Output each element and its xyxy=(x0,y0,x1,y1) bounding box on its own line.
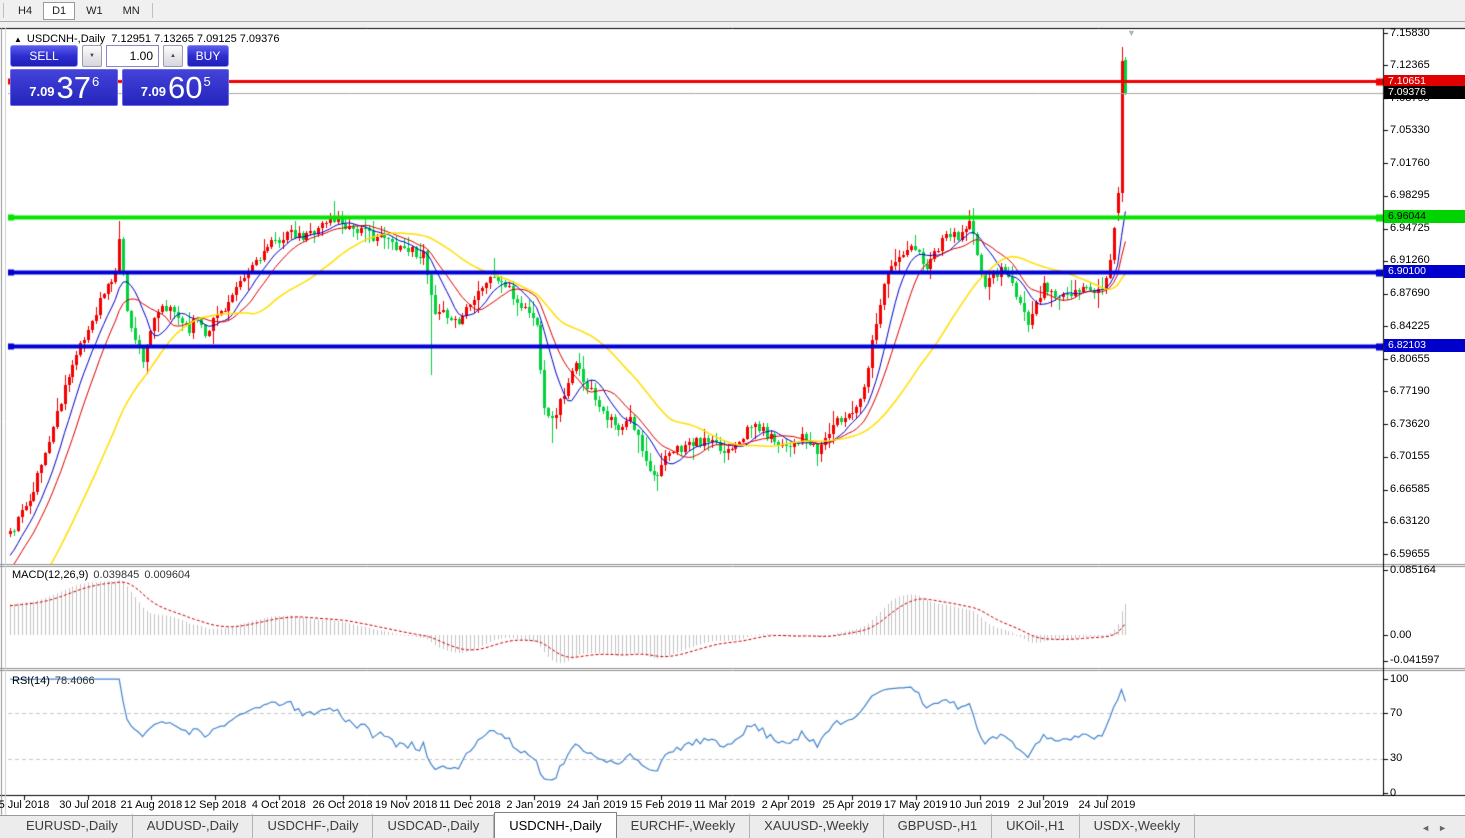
chart-tab[interactable]: UKOil-,H1 xyxy=(992,814,1080,838)
collapse-triangle-icon: ▲ xyxy=(14,35,22,44)
sell-button[interactable]: SELL xyxy=(10,45,78,67)
chart-tab[interactable]: AUDUSD-,Daily xyxy=(133,814,254,838)
timeframe-buttons: H4 D1 W1 MN xyxy=(7,1,149,20)
date-axis-label: 25 Apr 2019 xyxy=(822,799,882,811)
chart-tab[interactable]: USDCHF-,Daily xyxy=(253,814,374,838)
volume-increase-button[interactable]: ▲ xyxy=(163,45,183,67)
volume-input[interactable] xyxy=(106,45,159,67)
timeframe-button[interactable]: MN xyxy=(122,4,140,17)
price-axis-label: 7.12365 xyxy=(1390,58,1430,71)
date-axis-label: 17 May 2019 xyxy=(883,799,948,811)
date-axis-label: 19 Nov 2018 xyxy=(374,799,438,811)
price-level-badge: 6.96044 xyxy=(1384,210,1465,223)
macd-name: MACD(12,26,9) xyxy=(12,569,89,581)
rsi-pane-label: RSI(14) 78.4066 xyxy=(12,675,95,687)
price-axis-label: 6.91260 xyxy=(1390,254,1430,267)
price-axis-label: 6.77190 xyxy=(1390,384,1430,397)
timeframe-button[interactable]: D1 xyxy=(43,1,76,20)
chart-shift-marker-icon: ▼ xyxy=(1127,28,1136,38)
price-axis-label: 6.73620 xyxy=(1390,417,1430,430)
trade-panel-prices: 7.09 37 6 7.09 60 5 xyxy=(10,69,229,106)
price-axis-label: 6.80655 xyxy=(1390,352,1430,365)
price-level-badge: 6.82103 xyxy=(1384,339,1465,353)
date-axis-label: 2 Apr 2019 xyxy=(761,799,815,811)
chart-title-symbol: USDCNH-,Daily xyxy=(26,33,106,45)
date-axis-label: 21 Aug 2018 xyxy=(120,799,183,811)
date-axis-label: 26 Oct 2018 xyxy=(312,799,373,811)
chart-tab[interactable]: EURUSD-,Daily xyxy=(12,814,133,838)
macd-main-value: 0.039845 xyxy=(93,569,140,581)
buy-price-box[interactable]: 7.09 60 5 xyxy=(121,69,229,106)
oscillator-axis-label: 0.00 xyxy=(1390,628,1412,641)
rsi-name: RSI(14) xyxy=(12,675,50,687)
chart-tab[interactable]: XAUUSD-,Weekly xyxy=(750,814,884,838)
tab-scroll-left-icon[interactable]: ◄ xyxy=(1421,823,1439,833)
price-axis-label: 6.70155 xyxy=(1390,450,1430,463)
macd-signal-value: 0.009604 xyxy=(144,569,191,581)
date-axis-label: 24 Jan 2019 xyxy=(567,799,628,811)
chart-title: ▲ USDCNH-,Daily 7.12951 7.13265 7.09125 7… xyxy=(14,33,280,45)
oscillator-axis-label: 0 xyxy=(1390,786,1397,799)
price-axis-label: 6.87690 xyxy=(1390,287,1430,300)
toolbar-separator xyxy=(3,3,4,18)
date-axis-label: 11 Mar 2019 xyxy=(694,799,756,811)
date-axis-label: 30 Jul 2018 xyxy=(59,799,117,811)
chart-title-ohlc: 7.12951 7.13265 7.09125 7.09376 xyxy=(111,33,280,45)
oscillator-axis-label: 70 xyxy=(1390,706,1403,719)
price-level-badge: 7.09376 xyxy=(1384,86,1465,100)
date-axis-label: 5 Jul 2018 xyxy=(0,799,50,811)
date-axis-label: 2 Jan 2019 xyxy=(506,799,561,811)
chart-tab[interactable]: GBPUSD-,H1 xyxy=(884,814,993,838)
price-axis-label: 6.59655 xyxy=(1390,547,1430,560)
price-axis-label: 7.05330 xyxy=(1390,123,1430,136)
oscillator-axis-label: 100 xyxy=(1390,672,1409,685)
oscillator-axis-label: 30 xyxy=(1390,752,1403,765)
chart-tab[interactable]: USDCAD-,Daily xyxy=(373,814,495,838)
date-axis-label: 4 Oct 2018 xyxy=(251,799,306,811)
timeframe-toolbar: H4 D1 W1 MN xyxy=(0,0,1465,22)
chart-tab-bar: EURUSD-,Daily AUDUSD-,Daily USDCHF-,Daily U… xyxy=(0,812,1465,838)
chart-tab[interactable]: EURCHF-,Weekly xyxy=(617,814,751,838)
timeframe-button[interactable]: W1 xyxy=(86,4,103,17)
tab-scroll-arrows: ◄► xyxy=(1421,823,1455,833)
oscillator-axis-label: 0.085164 xyxy=(1390,563,1436,576)
date-axis-label: 10 Jun 2019 xyxy=(949,799,1010,811)
price-level-badge: 7.10651 xyxy=(1384,74,1465,88)
price-axis-label: 7.15830 xyxy=(1390,26,1430,39)
macd-pane-label: MACD(12,26,9) 0.039845 0.009604 xyxy=(12,569,190,581)
one-click-trading-panel: SELL ▼ ▲ BUY 7.09 37 6 7.09 60 5 xyxy=(10,45,229,106)
date-axis-label: 12 Sep 2018 xyxy=(183,799,247,811)
date-axis-label: 15 Feb 2019 xyxy=(630,799,692,811)
buy-price-pip: 5 xyxy=(203,74,211,89)
sell-price-base: 7.09 xyxy=(29,84,55,99)
buy-price-big: 60 xyxy=(168,70,203,105)
trade-panel-top-row: SELL ▼ ▲ BUY xyxy=(10,45,229,67)
price-axis-label: 6.98295 xyxy=(1390,189,1430,202)
date-axis-label: 2 Jul 2019 xyxy=(1017,799,1069,811)
chart-tabs: EURUSD-,Daily AUDUSD-,Daily USDCHF-,Daily U… xyxy=(0,812,1196,838)
price-level-badge: 6.90100 xyxy=(1384,265,1465,279)
rsi-value: 78.4066 xyxy=(54,675,95,687)
oscillator-axis-label: -0.041597 xyxy=(1390,653,1440,666)
price-axis-label: 6.84225 xyxy=(1390,319,1430,332)
tab-scroll-right-icon[interactable]: ► xyxy=(1438,823,1455,833)
sell-price-big: 37 xyxy=(56,70,92,105)
timeframe-button[interactable]: H4 xyxy=(18,4,33,17)
sell-price-pip: 6 xyxy=(92,74,100,89)
toolbar-separator xyxy=(151,3,153,18)
price-axis-label: 6.94725 xyxy=(1390,222,1430,235)
buy-price-base: 7.09 xyxy=(140,84,167,99)
sell-price-box[interactable]: 7.09 37 6 xyxy=(10,69,118,106)
price-axis-label: 6.66585 xyxy=(1390,483,1430,496)
chart-tab[interactable]: USDX-,Weekly xyxy=(1080,814,1196,838)
buy-button[interactable]: BUY xyxy=(187,45,229,67)
date-axis-label: 24 Jul 2019 xyxy=(1078,799,1136,811)
volume-decrease-button[interactable]: ▼ xyxy=(82,45,102,67)
date-axis-label: 11 Dec 2018 xyxy=(439,799,501,811)
price-axis-label: 7.01760 xyxy=(1390,156,1430,169)
price-axis-label: 6.63120 xyxy=(1390,515,1430,528)
chart-tab[interactable]: USDCNH-,Daily xyxy=(494,812,617,838)
